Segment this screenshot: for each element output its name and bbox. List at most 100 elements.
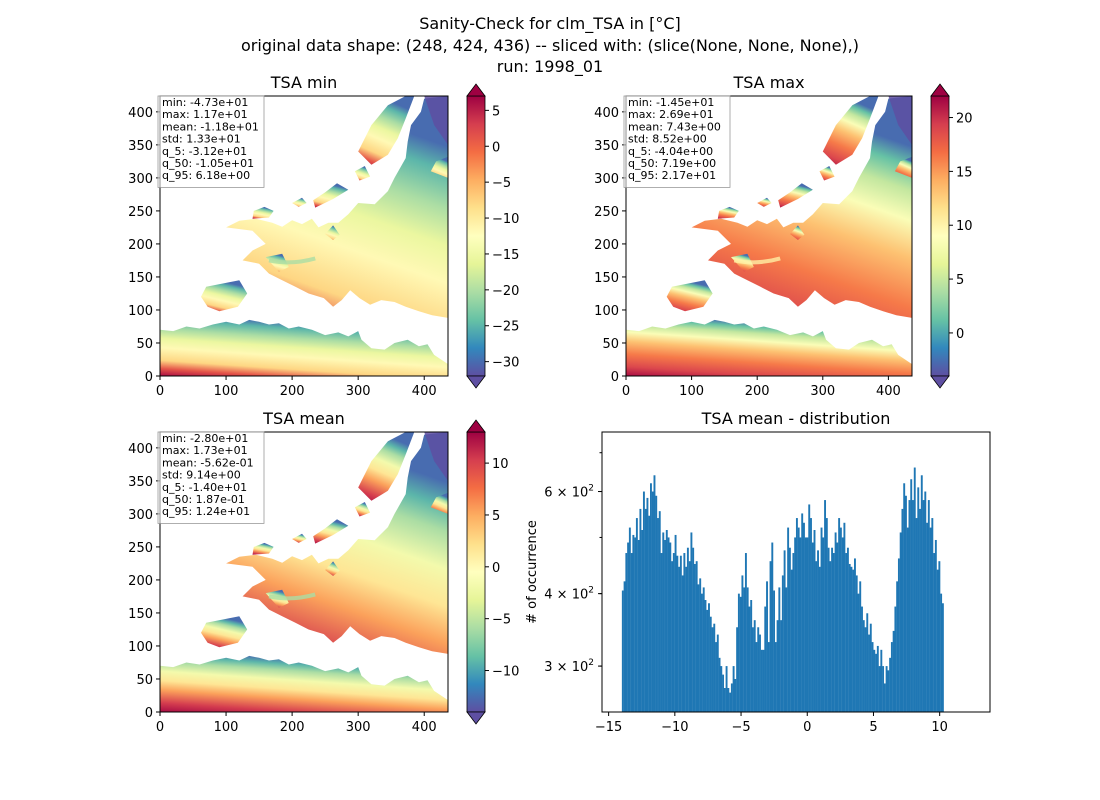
y-tick-label: 300: [594, 172, 619, 187]
map-frame: [159, 95, 449, 377]
panel-title: TSA min: [270, 73, 337, 92]
histogram-bar: [878, 666, 881, 712]
histogram-bar: [688, 561, 691, 712]
alps-ridge: [733, 256, 781, 265]
histogram-bar: [850, 566, 853, 712]
histogram-bar: [892, 630, 895, 712]
colorbar-tick-label: 20: [956, 112, 973, 127]
land-field: [160, 432, 448, 712]
y-tick-label: 150: [128, 271, 153, 286]
colorbar-extend-max: [466, 83, 486, 97]
land-region: [160, 319, 448, 376]
histogram-bar: [885, 666, 888, 712]
y-tick-label: 350: [128, 475, 153, 490]
land-region: [325, 561, 340, 576]
histogram-bar: [933, 553, 936, 712]
colorbar-tick-label: −10: [492, 665, 519, 680]
colorbar: 5 0 −5 −10 −15 −20 −25 −30: [466, 83, 519, 389]
x-tick-label: 200: [745, 384, 770, 399]
histogram-bar: [701, 593, 703, 712]
x-tick-label: 300: [346, 720, 371, 735]
histogram-bar: [637, 539, 640, 712]
stats-line: max: 1.17e+01: [162, 108, 248, 121]
colorbar-ramp: [466, 95, 486, 377]
x-tick-label: 100: [214, 384, 239, 399]
x-tick-label: 300: [346, 384, 371, 399]
stats-line: max: 1.73e+01: [162, 444, 248, 457]
y-tick-label: 200: [594, 238, 619, 253]
land-region: [313, 183, 349, 208]
y-tick-label: 200: [128, 238, 153, 253]
histogram-bar: [790, 569, 793, 712]
histogram-bar: [859, 581, 862, 712]
y-tick-label: 50: [136, 673, 153, 688]
histogram-bar: [919, 508, 921, 712]
histogram-bar: [799, 537, 802, 712]
histogram-bar: [623, 581, 626, 712]
panel-title: TSA mean - distribution: [701, 409, 891, 428]
histogram-bar: [665, 530, 668, 712]
stats-line: q_50: -1.05e+01: [162, 157, 254, 170]
histogram-bar: [818, 566, 821, 712]
histogram-bar: [839, 527, 842, 712]
histogram-bar: [718, 657, 721, 712]
land-region: [201, 280, 248, 312]
land-region: [354, 502, 371, 517]
y-axis-label: # of occurrence: [525, 520, 540, 624]
histogram-bar: [741, 575, 744, 712]
histogram-bar: [825, 518, 828, 712]
colorbar-ramp: [466, 431, 486, 713]
land-region: [666, 280, 713, 312]
histogram-bar: [685, 566, 688, 712]
stats-line: min: -4.73e+01: [162, 96, 248, 109]
y-tick-label: 0: [145, 370, 153, 385]
histogram-bar: [760, 649, 763, 712]
histogram-bar: [848, 563, 851, 712]
histogram-bar: [940, 593, 943, 712]
land-region: [325, 225, 340, 240]
histogram-bar: [762, 649, 765, 712]
histogram-bar: [681, 575, 684, 712]
histogram-bar: [880, 649, 883, 712]
histogram-bar: [871, 642, 874, 712]
histogram-bar: [827, 547, 830, 712]
histogram-bar: [658, 511, 661, 712]
histogram-bar: [767, 642, 770, 712]
y-tick-label: 3 × 102: [544, 658, 594, 675]
x-tick-label: 400: [876, 384, 901, 399]
histogram-bar: [897, 558, 900, 712]
histogram-bar: [625, 553, 628, 712]
histogram-bar: [804, 537, 807, 712]
land-region: [354, 166, 371, 181]
land-region: [430, 156, 448, 178]
stats-line: std: 9.14e+00: [162, 469, 241, 482]
histogram-bar: [769, 561, 772, 712]
histogram-bar: [621, 590, 624, 712]
histogram-bar: [676, 555, 679, 712]
histogram-bar: [651, 491, 654, 712]
histogram-bar: [655, 495, 658, 712]
histogram-bar: [806, 537, 809, 712]
y-tick-label: 4 × 102: [544, 586, 594, 603]
histogram-bar: [899, 532, 902, 712]
histogram-bar: [917, 487, 920, 712]
stats-line: mean: -1.18e+01: [162, 120, 259, 133]
histogram-bar: [771, 542, 774, 712]
cold-corner: [888, 96, 912, 145]
histogram-bar: [855, 575, 858, 712]
histogram-bar: [913, 467, 916, 712]
histogram-bar: [635, 518, 638, 712]
histogram-bar: [795, 518, 798, 712]
suptitle-line-2: original data shape: (248, 424, 436) -- …: [241, 36, 859, 55]
histogram-bar: [792, 553, 795, 712]
y-tick-label: 100: [594, 304, 619, 319]
histogram-bar: [690, 532, 693, 712]
stats-line: std: 1.33e+01: [162, 133, 241, 146]
histogram-bar: [829, 561, 832, 712]
hist-frame: [601, 431, 991, 713]
histogram-bar: [869, 623, 872, 712]
